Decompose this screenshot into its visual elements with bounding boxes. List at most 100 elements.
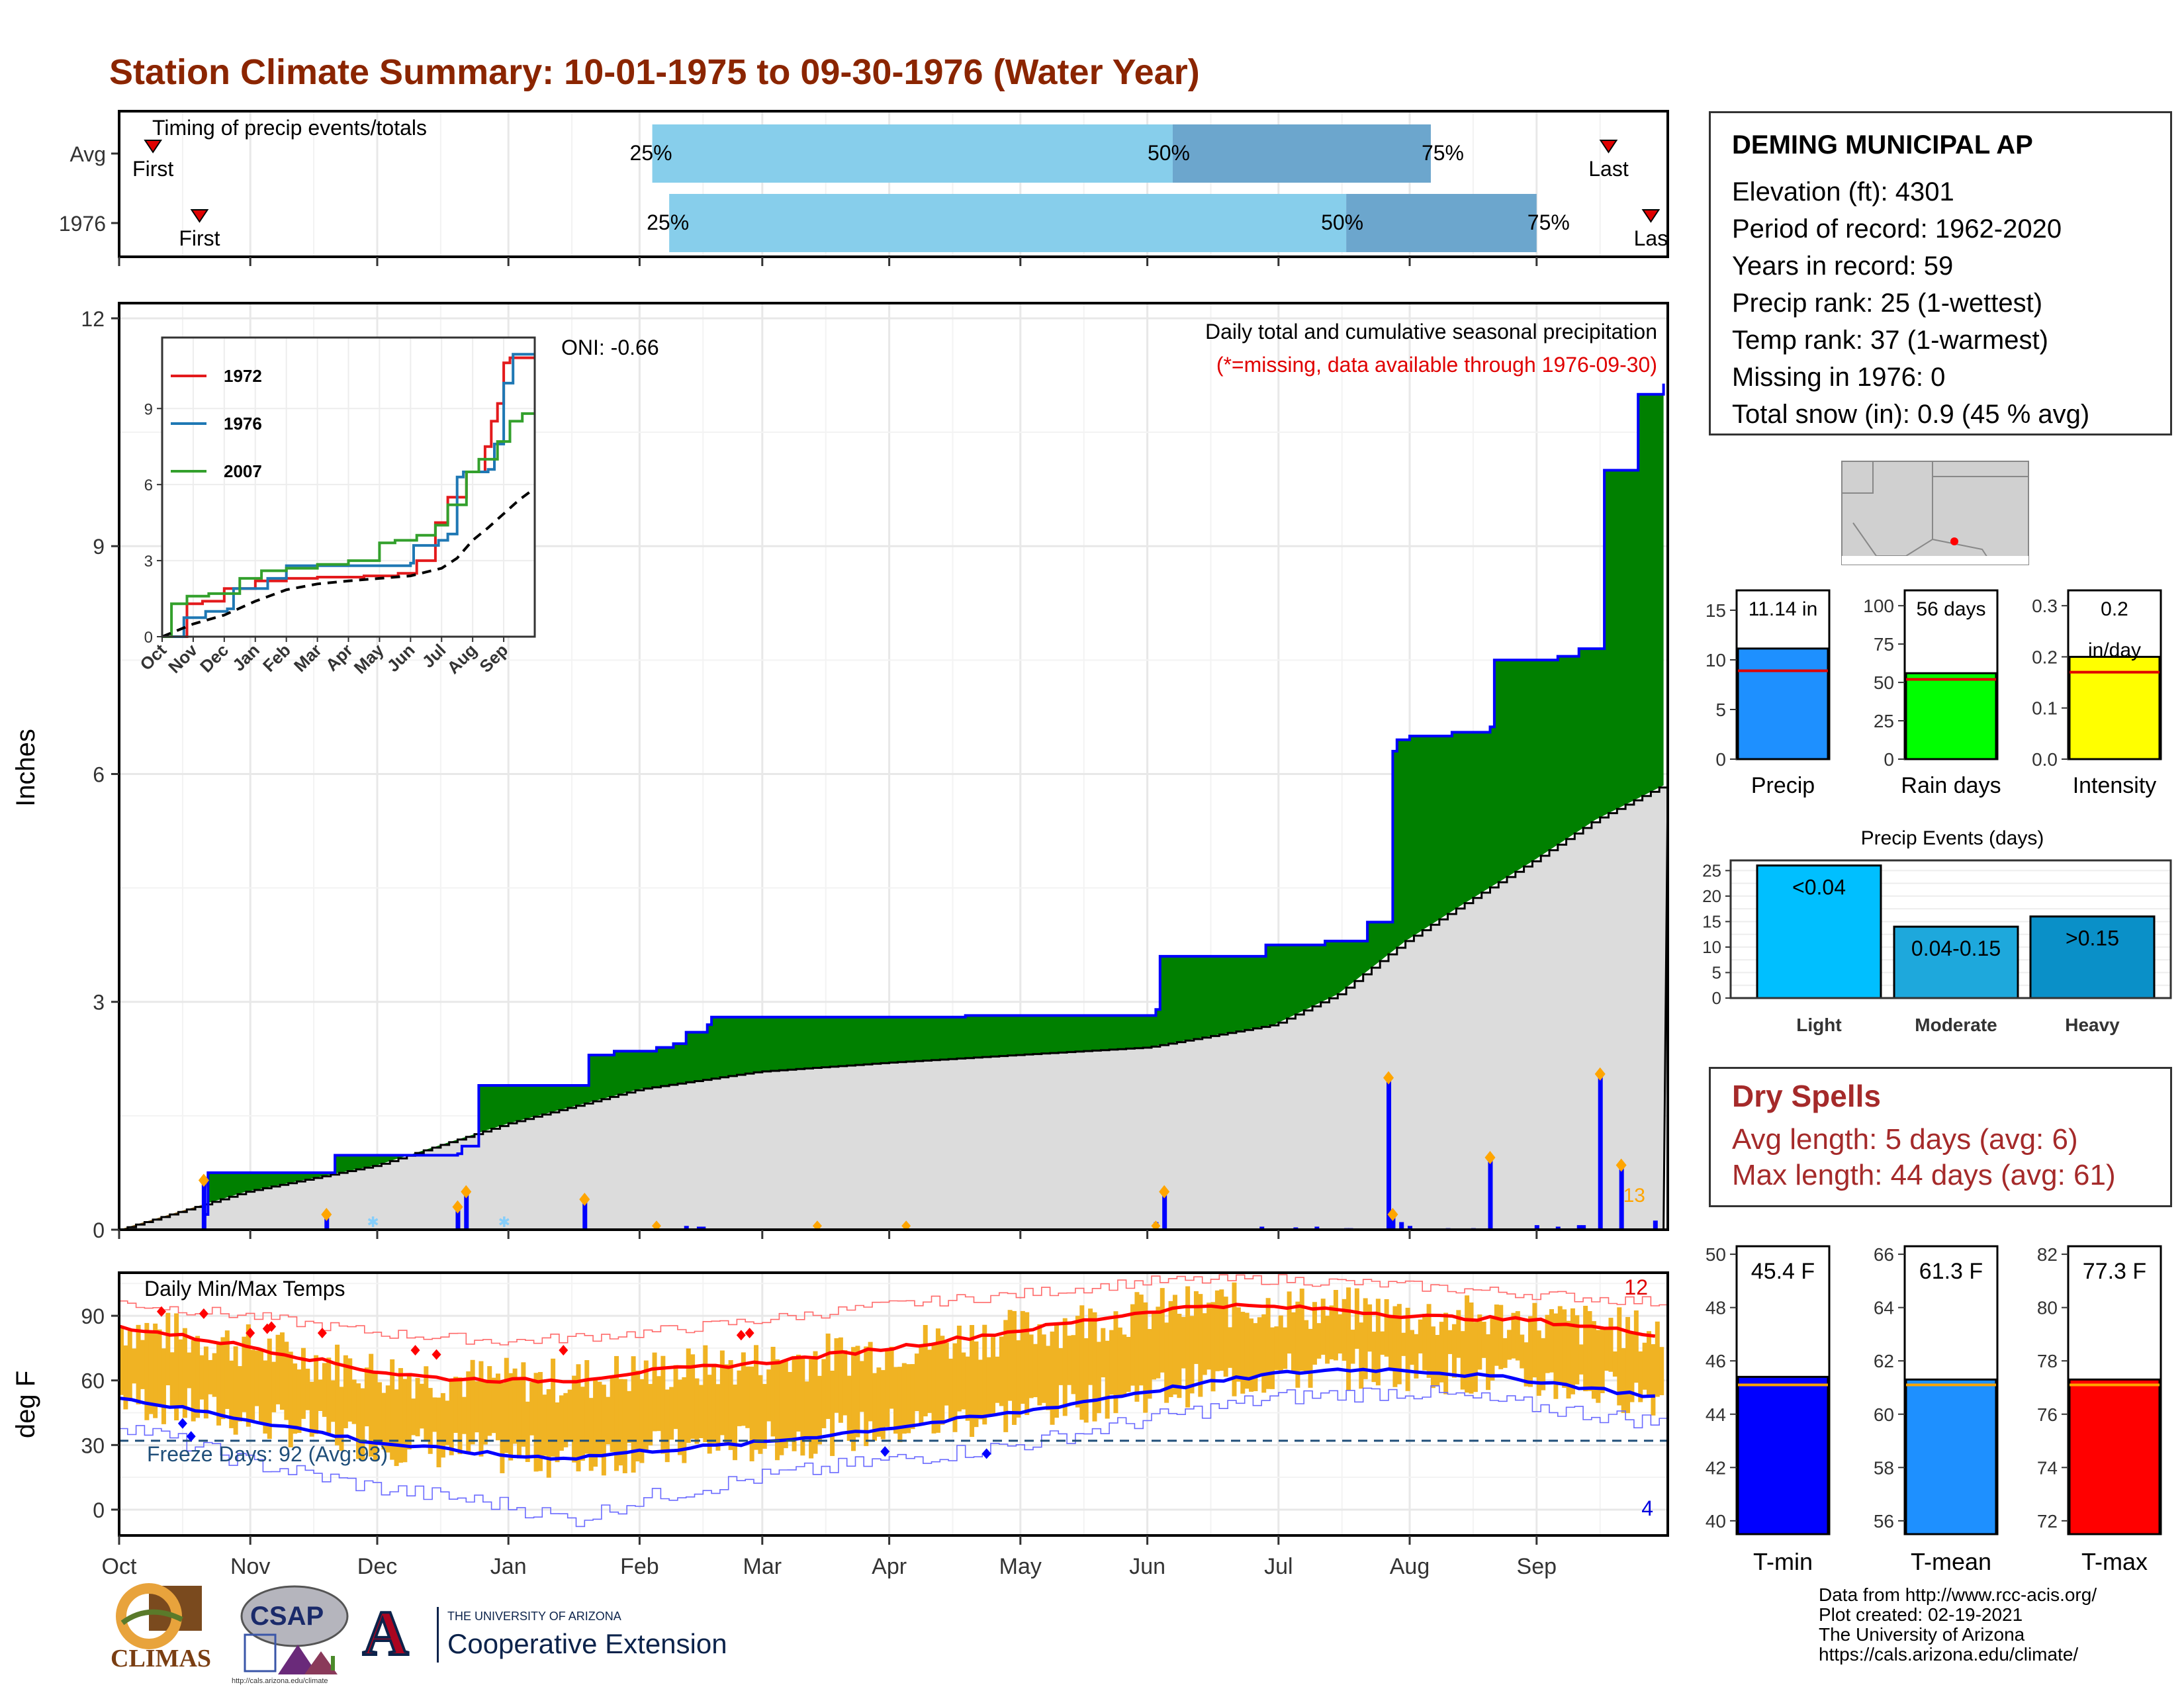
temp-daily-bar — [373, 1371, 378, 1462]
temp-daily-bar — [1604, 1330, 1610, 1371]
temp-daily-bar — [1405, 1307, 1410, 1391]
temp-daily-bar — [800, 1358, 805, 1456]
temp-daily-bar — [1283, 1327, 1288, 1369]
temp-daily-bar — [631, 1356, 636, 1473]
temp-daily-bar — [741, 1352, 746, 1426]
temp-daily-bar — [330, 1380, 336, 1422]
precip-daily-bar — [1598, 1074, 1603, 1230]
timing-p50-label: 50% — [1148, 141, 1190, 165]
temp-daily-bar — [796, 1354, 801, 1432]
temp-bar-ytick-label: 80 — [2037, 1298, 2058, 1318]
temp-daily-bar — [745, 1366, 751, 1428]
temp-daily-bar — [978, 1359, 983, 1420]
temp-daily-bar — [1249, 1318, 1254, 1392]
dry-spells-box: Dry Spells Avg length: 5 days (avg: 6) M… — [1709, 1067, 2172, 1207]
temp-daily-bar — [529, 1382, 535, 1436]
month-axis-label: Jul — [1264, 1554, 1293, 1579]
events-ytick-label: 15 — [1702, 911, 1721, 931]
timing-last-label: Last — [1588, 157, 1629, 181]
temp-daily-bar — [1401, 1332, 1406, 1356]
temp-daily-bar — [369, 1353, 374, 1457]
temp-daily-bar — [719, 1350, 725, 1436]
temp-daily-bar — [1299, 1289, 1304, 1371]
temp-daily-bar — [491, 1377, 496, 1434]
temp-daily-bar — [1160, 1288, 1165, 1373]
precip-daily-bar — [1314, 1226, 1320, 1230]
freeze-days-label: Freeze Days: 92 (Avg:93) — [147, 1442, 388, 1466]
temp-daily-bar — [610, 1377, 615, 1452]
precip-daily-bar — [1162, 1191, 1167, 1230]
temp-bar-chart-t-min: 40 42 44 46 48 50 45.4 F T-min — [1706, 1244, 1831, 1575]
temp-bar-ytick-label: 74 — [2037, 1457, 2058, 1478]
mini-bar-ytick-label: 0 — [1715, 749, 1726, 770]
temp-daily-bar — [686, 1348, 691, 1443]
mini-bar-ytick-label: 15 — [1706, 600, 1726, 621]
temp-daily-bar — [1422, 1314, 1428, 1371]
temp-daily-bar — [411, 1398, 416, 1436]
temp-daily-bar — [1629, 1332, 1635, 1402]
timing-p25-label: 25% — [630, 141, 672, 165]
temp-daily-bar — [195, 1336, 201, 1418]
temp-daily-bar — [893, 1367, 898, 1434]
temp-daily-bar — [821, 1359, 827, 1428]
temp-daily-bar — [478, 1361, 484, 1457]
temp-daily-bar — [859, 1361, 864, 1412]
temp-daily-bar — [1350, 1330, 1355, 1364]
temp-daily-bar — [402, 1379, 408, 1463]
ua-top-text: THE UNIVERSITY OF ARIZONA — [447, 1610, 621, 1623]
temp-daily-bar — [910, 1364, 915, 1430]
month-axis-label: Aug — [1390, 1554, 1430, 1579]
temp-daily-bar — [555, 1402, 560, 1463]
temp-daily-bar — [1278, 1315, 1283, 1373]
events-ytick-label: 10 — [1702, 937, 1721, 957]
temp-daily-bar — [597, 1381, 602, 1455]
precip-count-label: 13 — [1623, 1185, 1645, 1207]
temp-daily-bar — [606, 1396, 611, 1445]
timing-p25-label: 25% — [647, 210, 689, 234]
temp-daily-bar — [250, 1349, 255, 1420]
temp-daily-bar — [923, 1324, 928, 1417]
temp-plot: Daily Min/Max Temps Freeze Days: 92 (Avg:… — [118, 1273, 1668, 1535]
temp-daily-bar — [622, 1379, 627, 1473]
station-missing: Missing in 1976: 0 — [1732, 363, 1946, 392]
precip-caption: Daily total and cumulative seasonal prec… — [1205, 320, 1657, 343]
temp-record-high-marker — [156, 1306, 166, 1317]
timing-p75-label: 75% — [1422, 141, 1464, 165]
temp-daily-bar — [643, 1360, 649, 1452]
temp-daily-bar — [855, 1346, 860, 1438]
temp-daily-bar — [1214, 1290, 1220, 1371]
temp-daily-bar — [1617, 1307, 1622, 1406]
temp-bar-ytick-label: 56 — [1874, 1511, 1894, 1531]
inset-legend-label: 1976 — [224, 414, 262, 434]
temp-daily-bar — [335, 1344, 340, 1445]
precip-heavy-marker — [1387, 1208, 1398, 1222]
temp-daily-bar — [1253, 1323, 1258, 1391]
timing-clip-mask — [1668, 113, 1707, 255]
precip-daily-bar — [1399, 1222, 1404, 1230]
temp-daily-bar — [457, 1377, 463, 1455]
temp-daily-bar — [656, 1376, 661, 1432]
temp-daily-bar — [208, 1359, 213, 1394]
station-name: DEMING MUNICIPAL AP — [1732, 130, 2033, 160]
temp-bar-value-label: 61.3 F — [1919, 1259, 1983, 1284]
temp-bar-label: T-mean — [1911, 1548, 1991, 1575]
timing-last-label: Las — [1634, 226, 1668, 250]
temp-daily-bar — [677, 1379, 682, 1455]
station-temp-rank: Temp rank: 37 (1-warmest) — [1732, 326, 2048, 355]
csap-logo: CSAP http://cals.arizona.edu/climate — [232, 1582, 351, 1688]
events-ytick-label: 20 — [1702, 886, 1721, 906]
temp-daily-bar — [673, 1365, 678, 1430]
station-info-box: DEMING MUNICIPAL AP Elevation (ft): 4301… — [1709, 111, 2172, 435]
temp-daily-bar — [254, 1350, 259, 1406]
temp-daily-bar — [415, 1378, 420, 1437]
temp-daily-bar — [293, 1363, 298, 1434]
temp-daily-bar — [487, 1366, 492, 1436]
temp-daily-bar — [461, 1396, 467, 1434]
timing-plot: 25% 50% 75% First Last 25% 50% 75% First Las Timin… — [118, 111, 1668, 257]
temp-daily-bar — [482, 1379, 488, 1445]
temp-daily-bar — [377, 1382, 382, 1443]
temp-daily-bar — [1067, 1336, 1072, 1385]
csap-label: CSAP — [250, 1602, 324, 1631]
temp-record-high-marker — [199, 1308, 208, 1319]
temp-ytick-label: 90 — [81, 1304, 105, 1328]
